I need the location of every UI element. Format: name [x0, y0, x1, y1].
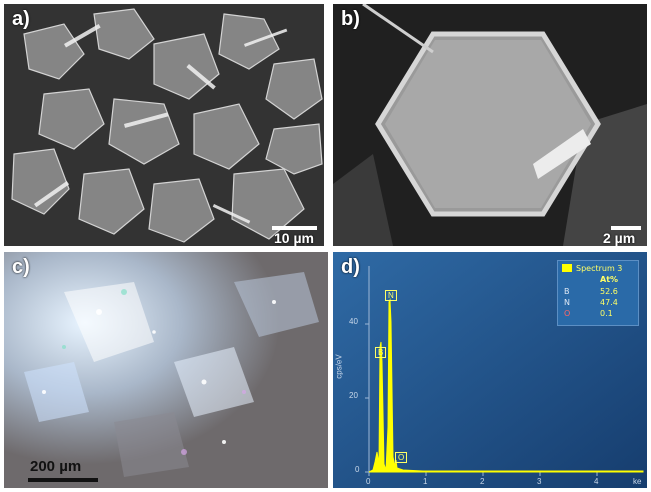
peak-label-b: B — [375, 347, 387, 358]
element-value: 0.1 — [600, 309, 613, 318]
panel-c-scale-bar — [28, 478, 98, 482]
panel-b-sem-image: b) 2 µm — [333, 4, 647, 246]
panel-c-scale-text: 200 µm — [30, 458, 82, 475]
element-value: 52.6 — [600, 287, 618, 296]
element-symbol: O — [564, 309, 571, 318]
legend-header: At% — [600, 275, 619, 284]
peak-label-o: O — [395, 452, 408, 463]
x-tick-2: 2 — [480, 477, 485, 486]
x-tick-1: 1 — [423, 477, 428, 486]
panel-b-label: b) — [341, 8, 360, 30]
sem-platelets-image — [4, 4, 324, 246]
legend-row-b: B 52.6 — [562, 287, 634, 297]
legend-row-n: N 47.4 — [562, 298, 634, 308]
panel-d-eds-spectrum: d) 40 20 0 cps/eV 0 1 2 3 4 ke N B O Spe… — [333, 252, 647, 488]
panel-d-label: d) — [341, 256, 360, 278]
panel-c-optical-image: c) 200 µm — [4, 252, 328, 488]
element-value: 47.4 — [600, 298, 618, 307]
spectrum-swatch — [562, 264, 572, 272]
x-tick-4: 4 — [594, 477, 599, 486]
spectrum-trace — [368, 298, 644, 473]
y-tick-40: 40 — [349, 317, 358, 326]
x-tick-0: 0 — [366, 477, 371, 486]
panel-a-scale-bar — [272, 226, 317, 230]
panel-b-scale-bar — [611, 226, 641, 230]
x-tick-3: 3 — [537, 477, 542, 486]
legend-row-o: O 0.1 — [562, 309, 634, 319]
panel-a-sem-image: a) 10 µm — [4, 4, 324, 246]
peak-label-n: N — [385, 290, 397, 301]
y-axis-label: cps/eV — [334, 354, 344, 379]
spectrum-legend: Spectrum 3 At% B 52.6 N 47.4 O 0.1 — [557, 260, 639, 326]
panel-b-scale-text: 2 µm — [603, 230, 636, 246]
y-tick-0: 0 — [355, 465, 360, 474]
element-symbol: B — [564, 287, 570, 296]
x-axis-unit: ke — [633, 477, 642, 486]
element-symbol: N — [564, 298, 570, 307]
optical-micrograph-image — [4, 252, 328, 488]
panel-c-label: c) — [12, 256, 30, 278]
y-tick-20: 20 — [349, 391, 358, 400]
hexagonal-crystal-image — [333, 4, 647, 246]
legend-title: Spectrum 3 — [576, 264, 623, 273]
panel-a-label: a) — [12, 8, 30, 30]
panel-a-scale-text: 10 µm — [274, 230, 314, 246]
